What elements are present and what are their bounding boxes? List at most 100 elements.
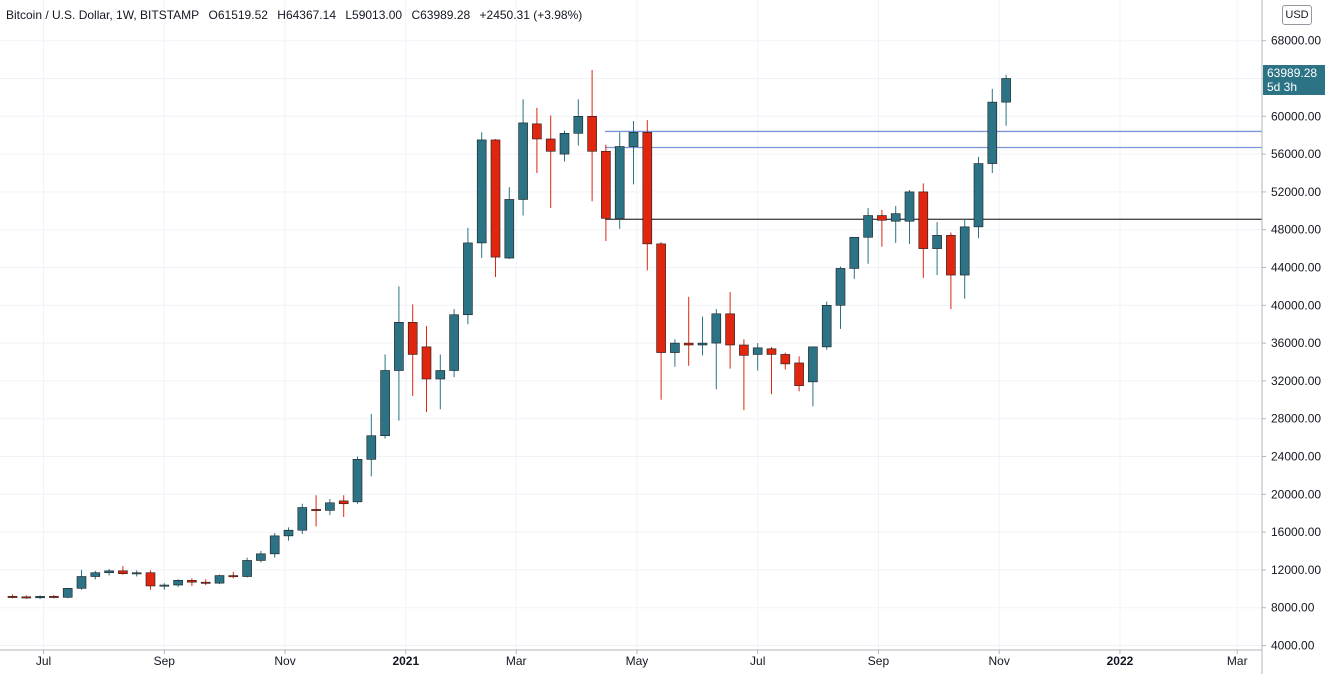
candle	[559, 130, 570, 162]
candle-body	[76, 576, 87, 589]
time-axis-label: Sep	[154, 654, 176, 668]
candle	[601, 144, 611, 242]
candle	[352, 456, 363, 504]
candle-body	[683, 342, 694, 346]
candle-body	[435, 370, 446, 380]
candle	[159, 583, 170, 590]
candle	[973, 156, 984, 239]
price-axis-label: 44000.00	[1271, 261, 1321, 275]
candle	[504, 187, 515, 259]
candle	[90, 570, 101, 580]
candle	[946, 232, 956, 310]
time-axis-label: Nov	[989, 654, 1010, 668]
close-label: C	[411, 8, 421, 22]
candle-body	[532, 123, 542, 140]
candle	[62, 587, 73, 599]
candle	[7, 594, 18, 599]
candle-body	[62, 588, 73, 598]
candle-body	[325, 502, 335, 511]
candle	[545, 115, 556, 208]
candle	[380, 354, 390, 439]
high-value: 64367.14	[285, 8, 336, 22]
candle	[338, 495, 349, 517]
candlestick-series	[7, 69, 1011, 600]
time-axis-label: Jul	[36, 654, 51, 668]
candle-body	[421, 346, 432, 380]
candle-body	[200, 581, 211, 584]
candle-body	[145, 572, 156, 587]
candle	[628, 121, 639, 185]
candle	[173, 579, 183, 587]
candle	[752, 343, 763, 371]
candle	[449, 309, 459, 378]
price-axis-label: 52000.00	[1271, 185, 1321, 199]
candle-body	[311, 509, 321, 511]
candle	[1001, 74, 1011, 126]
candle-body	[739, 344, 749, 356]
candle	[269, 533, 280, 558]
candle	[904, 190, 915, 244]
candle	[490, 138, 501, 277]
price-axis-label: 40000.00	[1271, 298, 1321, 312]
candle-body	[946, 235, 956, 276]
candle-body	[932, 235, 942, 249]
candle-body	[545, 138, 556, 152]
candle-body	[628, 132, 639, 147]
candle-body	[808, 346, 818, 383]
currency-button[interactable]: USD	[1282, 5, 1312, 25]
low-value: 59013.00	[352, 8, 403, 22]
last-price-tag: 63989.28 5d 3h	[1263, 65, 1325, 95]
price-axis-label: 56000.00	[1271, 147, 1321, 161]
price-axis: 68000.0064000.0060000.0056000.0052000.00…	[1261, 0, 1321, 674]
candle	[21, 595, 32, 599]
candle-body	[766, 348, 777, 355]
candle	[780, 352, 791, 370]
candle	[808, 346, 818, 407]
candle	[794, 356, 804, 392]
candle	[656, 241, 666, 400]
candle-body	[90, 572, 101, 577]
candle	[711, 309, 722, 390]
candle	[987, 88, 998, 173]
candle	[297, 503, 308, 534]
time-axis-label: Sep	[868, 654, 890, 668]
candle	[435, 354, 446, 410]
candle-body	[863, 215, 873, 238]
candle	[739, 339, 749, 411]
candle-body	[352, 459, 363, 503]
candle-body	[849, 236, 860, 269]
candle	[76, 569, 87, 590]
candle-body	[559, 133, 570, 155]
price-axis-label: 28000.00	[1271, 412, 1321, 426]
candle	[614, 132, 625, 229]
candle-body	[131, 572, 142, 575]
candle	[821, 301, 832, 350]
time-axis-label: 2021	[392, 654, 419, 668]
candle	[532, 107, 542, 173]
candle-body	[21, 596, 32, 599]
candle	[670, 339, 680, 367]
candle-body	[656, 243, 666, 353]
candle	[697, 316, 708, 356]
candle-body	[338, 500, 349, 505]
candle-body	[614, 146, 625, 219]
price-axis-label: 32000.00	[1271, 374, 1321, 388]
price-axis-label: 4000.00	[1271, 639, 1315, 653]
candle-body	[987, 101, 998, 164]
candle-body	[173, 579, 183, 586]
candle-body	[366, 435, 377, 460]
candle	[104, 568, 114, 576]
candle-body	[877, 215, 887, 221]
candle	[863, 207, 873, 264]
candle	[200, 579, 211, 586]
candle-body	[35, 596, 45, 599]
price-axis-label: 48000.00	[1271, 223, 1321, 237]
candle-body	[394, 322, 404, 371]
symbol-legend: Bitcoin / U.S. Dollar, 1W, BITSTAMP O615…	[6, 8, 588, 22]
candle-body	[904, 191, 915, 222]
open-label: O	[208, 8, 218, 22]
price-axis-label: 36000.00	[1271, 336, 1321, 350]
candle	[918, 183, 929, 278]
grid-lines	[0, 0, 1262, 650]
